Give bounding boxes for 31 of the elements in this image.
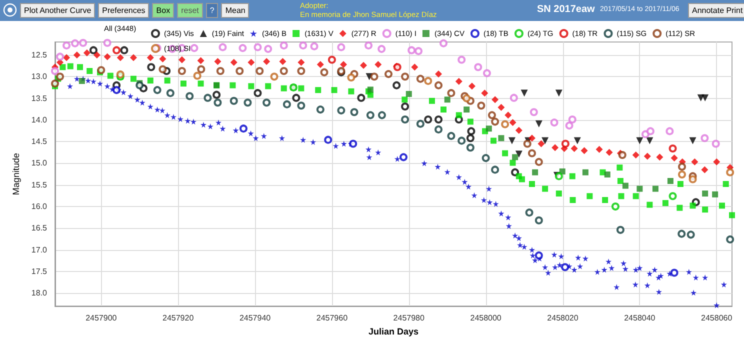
x-tick-label: 2458040 <box>624 314 656 323</box>
y-tick-label: 15.0 <box>31 158 48 168</box>
x-tick-label: 2457900 <box>86 314 118 323</box>
text: Mean <box>221 3 250 18</box>
y-tick-label: 18.0 <box>31 288 48 298</box>
x-axis-title: Julian Days <box>368 326 419 336</box>
x-tick-label: 2458060 <box>701 314 733 323</box>
y-tick-label: 17.0 <box>31 245 48 254</box>
text: Box <box>152 3 174 18</box>
y-tick-label: 17.5 <box>31 266 48 276</box>
text: Plot Another Curve <box>20 3 96 18</box>
x-tick-label: 2458000 <box>470 314 502 323</box>
y-tick-label: 16.0 <box>31 202 48 212</box>
y-tick-label: 14.5 <box>31 137 48 146</box>
chart-title: SN 2017eaw <box>537 4 595 15</box>
y-tick-label: 15.5 <box>31 180 48 190</box>
text: Preferences <box>98 3 150 18</box>
x-tick-label: 2457960 <box>316 314 348 323</box>
text: ? <box>206 3 218 18</box>
x-tick-label: 2457980 <box>393 314 426 323</box>
y-tick-label: 12.5 <box>31 50 48 60</box>
y-axis-title: Magnitude <box>11 153 22 196</box>
text: Annotate Print <box>688 3 744 18</box>
y-tick-label: 13.0 <box>31 72 48 82</box>
text: reset <box>177 3 203 18</box>
x-tick-label: 2458020 <box>547 314 579 323</box>
x-tick-label: 2457940 <box>239 314 272 323</box>
y-tick-label: 14.0 <box>31 115 48 124</box>
y-tick-label: 13.5 <box>31 94 48 103</box>
y-tick-label: 16.5 <box>31 224 48 233</box>
x-tick-label: 2457920 <box>162 314 194 323</box>
